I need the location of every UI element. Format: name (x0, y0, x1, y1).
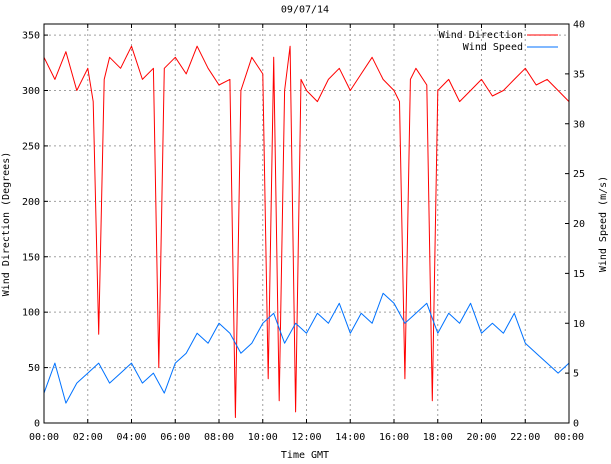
y-right-tick-label: 5 (573, 369, 579, 380)
x-tick-label: 04:00 (116, 432, 146, 443)
y-right-tick-label: 0 (573, 419, 579, 430)
x-axis-label: Time GMT (281, 450, 329, 459)
y-axis-right-label: Wind Speed (m/s) (598, 176, 609, 272)
series-line-wind-speed (43, 292, 570, 404)
x-tick-label: 00:00 (29, 432, 59, 443)
x-tick-label: 06:00 (160, 432, 190, 443)
x-tick-label: 16:00 (379, 432, 409, 443)
x-tick-label: 20:00 (466, 432, 496, 443)
axes: 00:00 02:00 04:00 06:00 08:00 10:00 12:00 14:00… (22, 20, 585, 444)
legend-label-wind-direction: Wind Direction (439, 30, 523, 41)
x-tick-label: 18:00 (423, 432, 453, 443)
y-left-tick-label: 350 (22, 31, 40, 42)
series-line-wind-direction (43, 45, 570, 418)
legend-label-wind-speed: Wind Speed (463, 42, 523, 53)
y-axis-left-label: Wind Direction (Degrees) (1, 152, 12, 297)
chart-title: 09/07/14 (281, 4, 329, 15)
legend: Wind Direction Wind Speed (439, 30, 558, 53)
y-left-tick-label: 300 (22, 86, 40, 97)
x-tick-label: 02:00 (73, 432, 103, 443)
y-right-tick-label: 40 (573, 20, 585, 31)
y-left-tick-label: 200 (22, 197, 40, 208)
y-left-tick-label: 250 (22, 141, 40, 152)
x-tick-label: 14:00 (335, 432, 365, 443)
y-right-tick-label: 15 (573, 269, 585, 280)
x-tick-label: 00:00 (554, 432, 584, 443)
y-left-tick-label: 50 (28, 363, 40, 374)
y-left-tick-label: 100 (22, 308, 40, 319)
y-right-tick-label: 25 (573, 169, 585, 180)
x-tick-label: 08:00 (204, 432, 234, 443)
x-tick-label: 12:00 (291, 432, 321, 443)
y-right-tick-label: 35 (573, 69, 585, 80)
y-right-tick-label: 30 (573, 119, 585, 130)
x-tick-label: 10:00 (248, 432, 278, 443)
y-right-tick-label: 10 (573, 319, 585, 330)
y-right-tick-label: 20 (573, 219, 585, 230)
y-left-tick-label: 150 (22, 252, 40, 263)
y-left-tick-label: 0 (34, 419, 40, 430)
x-tick-label: 22:00 (510, 432, 540, 443)
series-layer (43, 45, 570, 418)
